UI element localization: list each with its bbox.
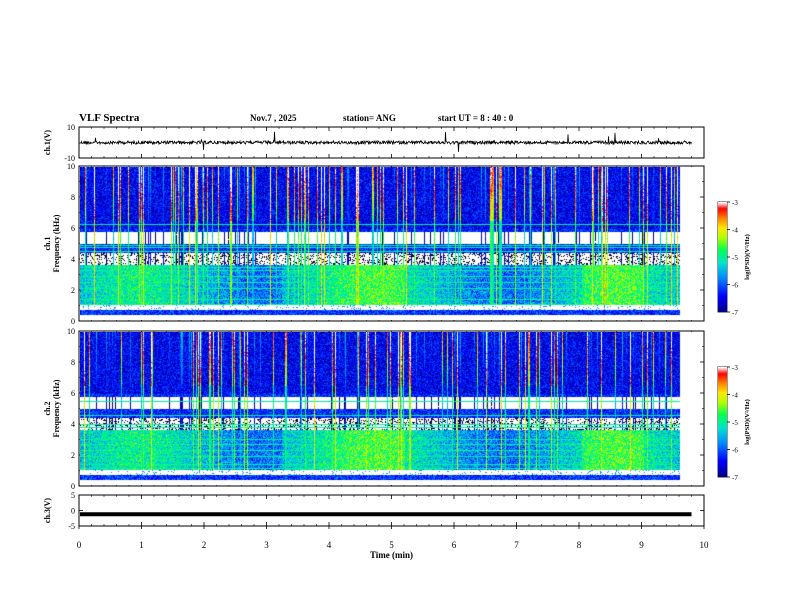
colorbar-tick-label: -5 [732,254,738,262]
x-tick-label: 7 [514,540,519,550]
colorbar-tick-label: -4 [732,227,738,235]
ch3-waveform-y-tick-label: 0 [71,507,75,516]
colorbar-tick-label: -6 [732,282,738,290]
date-label: Nov.7 , 2025 [250,113,297,123]
ch1-spectrogram [80,167,692,320]
ch3-waveform-ylabel: ch.3(V) [43,498,52,523]
colorbar-label: log(PSD)(V²/Hz) [744,399,751,445]
panel-frame-4 [78,494,705,527]
colorbar-tick-label: -6 [732,447,738,455]
ch2-spectrogram-ylabel-channel: ch.2 [43,402,52,416]
ch3-waveform-y-tick-label: 5 [71,491,75,500]
ch2-spectrogram [80,332,692,485]
start-time-label: start UT = 8 : 40 : 0 [438,113,514,123]
x-tick-label: 10 [700,540,710,550]
colorbar-tick-label: -3 [732,364,738,372]
ch1-waveform-line [79,131,692,152]
ch1-spectrogram-y-tick-label: 0 [71,317,75,326]
ch1-spectrogram-ylabel-channel: ch.1 [43,237,52,251]
ch1-spectrogram-ylabel-freq: Frequency (kHz) [52,214,61,272]
ch1-spectrogram-y-tick-label: 4 [71,255,75,264]
chart-marks [79,131,692,517]
x-tick-label: 3 [264,540,269,550]
x-tick-label: 9 [639,540,644,550]
ch1-colorbar [718,202,727,312]
ch2-spectrogram-y-tick-label: 2 [71,451,75,460]
x-tick-label: 0 [77,540,82,550]
colorbar-tick-label: -7 [732,309,738,317]
ch1-spectrogram-y-tick-label: 2 [71,286,75,295]
ch2-spectrogram-y-tick-label: 8 [71,358,75,367]
x-axis-label: Time (min) [370,550,413,560]
x-tick-label: 5 [389,540,394,550]
x-tick-label: 6 [452,540,457,550]
ch1-waveform-y-tick-label: -10 [64,154,75,163]
colorbar-tick-label: -4 [732,392,738,400]
ch2-spectrogram-y-tick-label: 4 [71,420,75,429]
x-tick-label: 1 [139,540,144,550]
colorbar-label: log(PSD)(V²/Hz) [744,234,751,280]
colorbar-tick-label: -5 [732,419,738,427]
x-tick-label: 8 [577,540,582,550]
ch2-spectrogram-y-tick-label: 10 [67,327,75,336]
ch1-waveform-y-tick-label: 10 [67,123,75,132]
ch1-spectrogram-y-tick-label: 6 [71,224,75,233]
ch2-spectrogram-ylabel-freq: Frequency (kHz) [52,379,61,437]
x-tick-label: 2 [202,540,207,550]
colorbar-tick-label: -7 [732,474,738,482]
chart-title: VLF Spectra [79,112,140,124]
ch3-waveform-y-tick-label: -5 [68,522,75,531]
ch1-waveform-ylabel: ch.1(V) [43,130,52,155]
ch2-spectrogram-y-tick-label: 6 [71,389,75,398]
ch1-spectrogram-y-tick-label: 10 [67,162,75,171]
colorbar-tick-label: -3 [732,199,738,207]
station-label: station= ANG [343,113,396,123]
ch2-spectrogram-y-tick-label: 0 [71,482,75,491]
x-tick-label: 4 [327,540,332,550]
ch1-spectrogram-y-tick-label: 8 [71,193,75,202]
ch2-colorbar [718,367,727,477]
